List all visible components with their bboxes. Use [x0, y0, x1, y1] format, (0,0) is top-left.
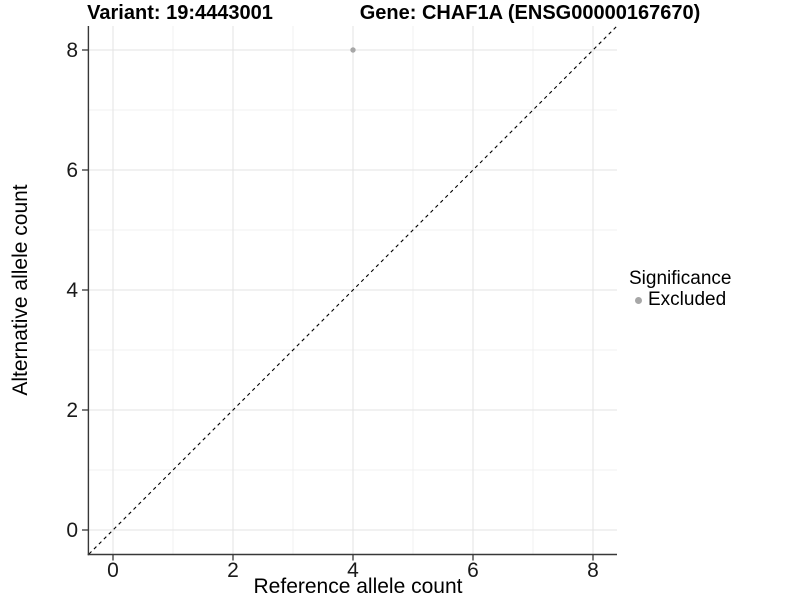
legend-point-icon: [635, 296, 642, 304]
y-tick-label: 6: [66, 159, 78, 182]
x-tick-label: 6: [467, 559, 479, 582]
x-tick-label: 2: [227, 559, 239, 582]
legend-item-label: Excluded: [648, 289, 727, 310]
y-tick-label: 4: [66, 279, 78, 302]
x-tick-label: 0: [107, 559, 119, 582]
legend-item: Excluded: [629, 289, 731, 310]
plot-title-gene: Gene: CHAF1A (ENSG00000167670): [359, 2, 701, 24]
y-tick-label: 2: [66, 399, 78, 422]
identity-dashed-line: [88, 25, 618, 555]
legend-title: Significance: [629, 268, 732, 289]
x-tick-label: 4: [347, 559, 359, 582]
y-axis-title: Alternative allele count: [9, 184, 32, 396]
x-axis-title: Reference allele count: [253, 575, 463, 598]
plot-title-variant: Variant: 19:4443001: [87, 2, 273, 24]
y-tick-label: 0: [66, 519, 78, 542]
legend-items: Excluded: [629, 289, 731, 310]
x-tick-label: 8: [587, 559, 599, 582]
y-tick-label: 8: [66, 39, 78, 62]
legend: Significance Excluded: [629, 268, 731, 310]
data-point: [350, 47, 356, 53]
